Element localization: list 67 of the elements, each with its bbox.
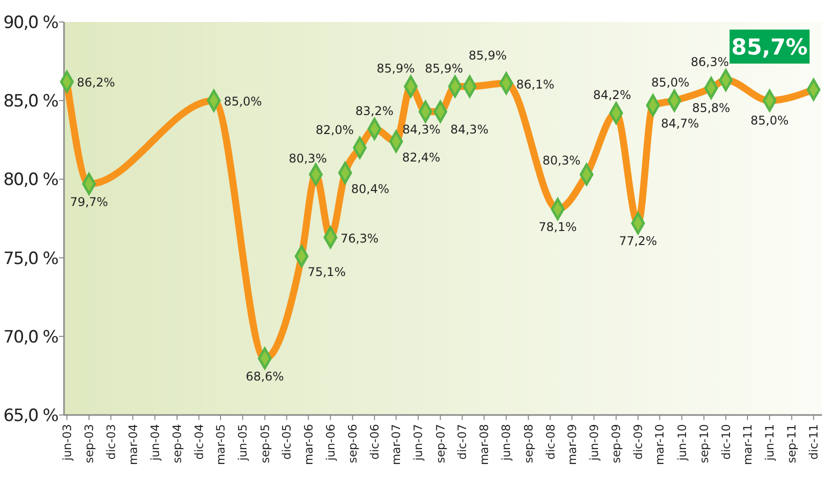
x-tick-label: sep-09 [609, 424, 624, 464]
data-label: 85,9% [468, 48, 507, 62]
data-label: 85,7% [731, 36, 808, 61]
x-tick-label: mar-06 [301, 424, 316, 466]
y-tick-label: 75,0 % [3, 248, 59, 269]
x-tick-label: sep-10 [696, 424, 711, 464]
x-tick-label: dic-04 [192, 424, 206, 460]
data-label: 85,0% [224, 94, 262, 109]
x-tick-label: sep-04 [170, 424, 184, 464]
x-tick-label: mar-09 [564, 424, 579, 466]
data-label: 79,7% [70, 194, 108, 209]
x-tick-label: dic-09 [631, 424, 646, 460]
y-tick-label: 90,0 % [3, 13, 59, 33]
data-label: 77,2% [618, 234, 658, 248]
data-label: 68,6% [246, 369, 284, 384]
x-tick-label: mar-08 [477, 424, 492, 466]
data-label: 85,9% [376, 61, 415, 76]
y-tick-label: 70,0 % [3, 327, 59, 348]
x-tick-label: jun-03 [60, 424, 74, 462]
x-tick-label: sep-11 [784, 424, 799, 464]
x-tick-label: jun-10 [674, 424, 689, 462]
x-tick-label: mar-07 [389, 424, 404, 466]
x-tick-label: mar-10 [652, 424, 667, 466]
data-label: 85,8% [692, 101, 730, 116]
data-label: 84,2% [593, 88, 632, 102]
x-tick-label: dic-03 [104, 424, 118, 460]
x-tick-label: dic-10 [718, 424, 733, 460]
data-label: 75,1% [308, 265, 346, 280]
x-tick-label: dic-07 [455, 424, 470, 460]
y-tick-label: 85,0 % [3, 92, 59, 112]
data-label: 85,9% [424, 61, 464, 76]
x-tick-label: dic-06 [367, 424, 382, 460]
data-label: 84,3% [450, 122, 488, 137]
data-label: 86,3% [690, 55, 729, 70]
data-label: 80,4% [351, 182, 390, 196]
x-tick-label: jun-05 [236, 424, 250, 462]
data-label: 80,3% [542, 153, 581, 168]
data-label: 86,2% [76, 76, 116, 90]
y-tick-label: 65,0 % [3, 406, 59, 426]
x-tick-label: sep-05 [258, 424, 272, 464]
x-tick-label: jun-07 [411, 424, 426, 462]
data-label: 78,1% [538, 220, 577, 234]
data-label: 76,3% [340, 231, 379, 246]
data-label: 82,0% [316, 122, 354, 137]
x-tick-label: jun-06 [323, 424, 338, 462]
x-tick-label: jun-11 [762, 424, 777, 462]
data-label: 84,7% [660, 116, 700, 130]
data-label: 83,2% [355, 104, 394, 118]
x-tick-label: mar-04 [126, 424, 140, 466]
x-tick-label: jun-09 [587, 424, 602, 462]
x-tick-label: mar-11 [740, 424, 754, 466]
data-label: 86,1% [516, 77, 554, 92]
data-label: 85,0% [750, 114, 789, 128]
y-tick-label: 80,0 % [3, 170, 59, 190]
x-tick-label: sep-03 [82, 424, 96, 464]
x-tick-label: dic-05 [280, 424, 294, 460]
data-label: 85,0% [651, 76, 690, 90]
x-tick-label: dic-08 [543, 424, 558, 460]
x-tick-label: jun-08 [499, 424, 514, 462]
x-tick-label: dic-11 [806, 424, 821, 460]
x-tick-label: sep-07 [433, 424, 448, 464]
x-tick-label: sep-08 [521, 424, 536, 464]
x-tick-label: sep-06 [346, 424, 360, 464]
x-tick-label: jun-04 [148, 424, 162, 462]
data-label: 80,3% [288, 151, 327, 166]
x-tick-label: mar-05 [214, 424, 228, 466]
data-label: 82,4% [402, 150, 440, 164]
